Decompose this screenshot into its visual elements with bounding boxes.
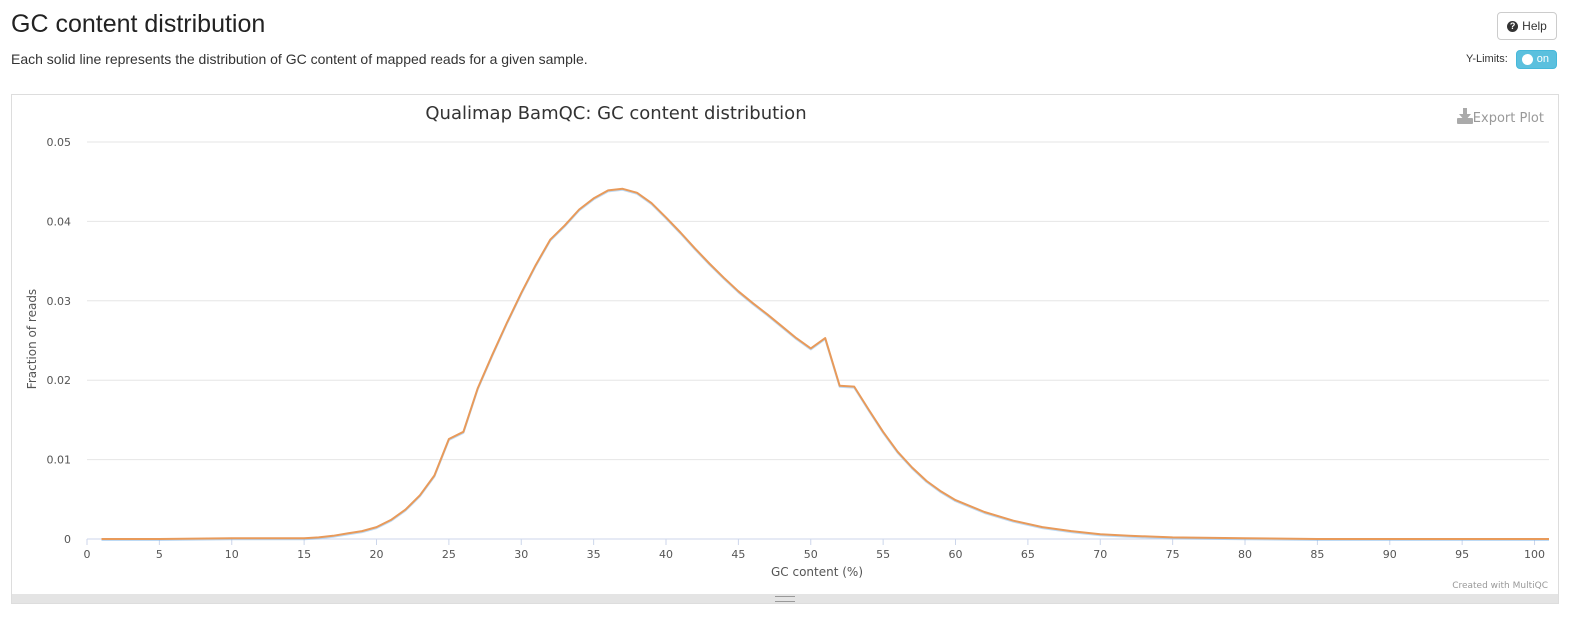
x-tick-label: 0 [84,548,91,561]
help-button[interactable]: ? Help [1497,12,1557,40]
gc-content-chart: Qualimap BamQC: GC content distribution … [25,103,1549,591]
download-icon [1457,108,1473,124]
toggle-knob [1521,53,1533,65]
x-tick-label: 45 [731,548,745,561]
x-axis: 0 5 10 15 20 25 30 35 40 45 50 55 60 65 70 75 80 85 90 95 10… [84,539,1545,561]
y-tick-label: 0.01 [47,454,72,467]
x-tick-label: 65 [1021,548,1035,561]
series-line-shadow [101,188,1549,541]
x-tick-label: 20 [370,548,384,561]
plot-description: Each solid line represents the distribut… [11,51,588,67]
grid-lines [87,141,1549,540]
x-tick-label: 10 [225,548,239,561]
y-tick-label: 0.03 [47,295,72,308]
y-tick-label: 0.04 [47,215,72,228]
plot-resize-handle[interactable] [12,594,1558,603]
y-axis: 0 0.01 0.02 0.03 0.04 0.05 [47,136,72,546]
toggle-label: on [1536,53,1550,65]
y-tick-label: 0 [64,533,71,546]
question-circle-icon: ? [1507,20,1519,32]
y-axis-label: Fraction of reads [25,289,39,389]
x-axis-label: GC content (%) [771,565,863,579]
x-tick-label: 55 [876,548,890,561]
x-tick-label: 100 [1524,548,1545,561]
series-lines [101,187,1549,541]
export-plot-label: Export Plot [1473,111,1544,126]
x-tick-label: 60 [949,548,963,561]
ylimits-control: Y-Limits: on [1466,49,1557,69]
x-tick-label: 5 [156,548,163,561]
x-tick-label: 30 [514,548,528,561]
ylimits-label: Y-Limits: [1466,53,1508,65]
chart-title: Qualimap BamQC: GC content distribution [425,103,806,124]
x-tick-label: 90 [1383,548,1397,561]
ylimits-toggle[interactable]: on [1515,49,1557,69]
x-tick-label: 35 [587,548,601,561]
x-tick-label: 75 [1166,548,1180,561]
series-line [101,187,1549,540]
x-tick-label: 25 [442,548,456,561]
x-tick-label: 85 [1310,548,1324,561]
y-tick-label: 0.05 [47,136,72,149]
export-plot-button[interactable]: Export Plot [1457,108,1544,126]
plot-container: Qualimap BamQC: GC content distribution … [11,94,1559,604]
x-tick-label: 15 [297,548,311,561]
x-tick-label: 95 [1455,548,1469,561]
help-button-label: Help [1522,19,1547,33]
grip-icon [775,595,795,602]
y-tick-label: 0.02 [47,374,72,387]
x-tick-label: 80 [1238,548,1252,561]
x-tick-label: 50 [804,548,818,561]
page-title: GC content distribution [11,10,266,38]
multiqc-credit: Created with MultiQC [1452,581,1548,591]
x-tick-label: 70 [1093,548,1107,561]
x-tick-label: 40 [659,548,673,561]
